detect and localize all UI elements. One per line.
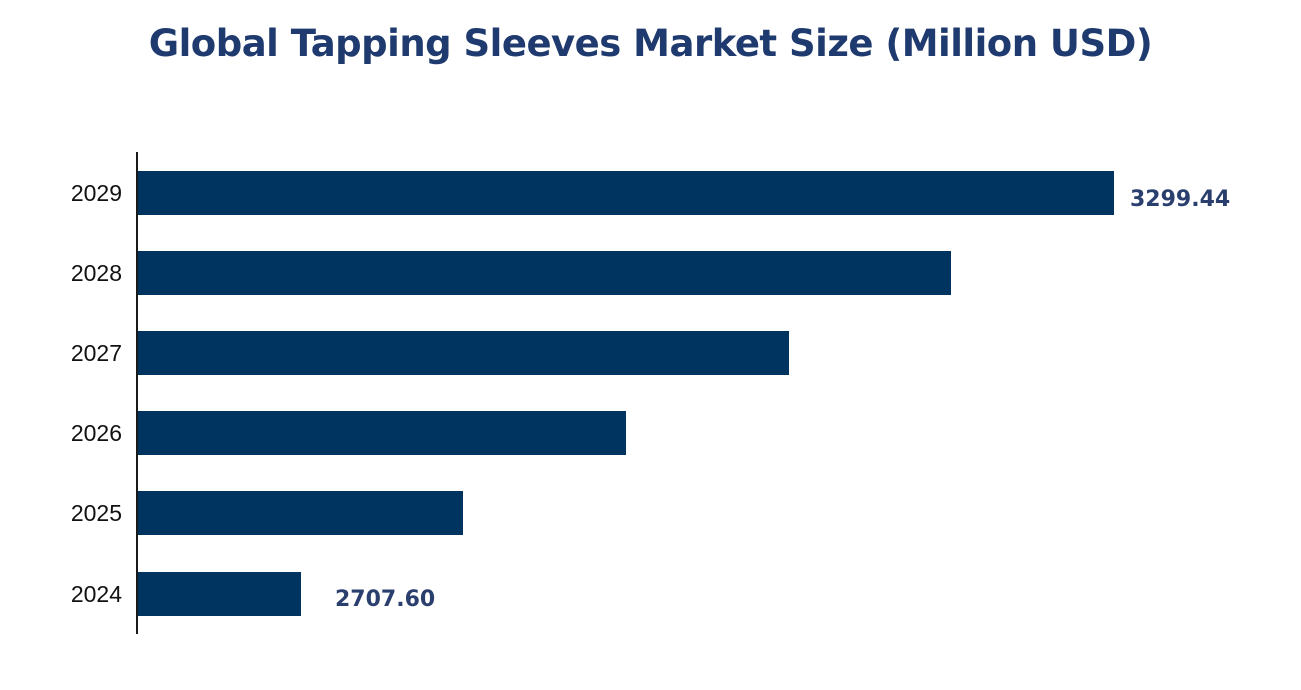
bar bbox=[138, 251, 951, 295]
data-label: 2707.60 bbox=[335, 587, 436, 612]
category-label: 2027 bbox=[70, 340, 122, 366]
chart-title: Global Tapping Sleeves Market Size (Mill… bbox=[148, 22, 1153, 65]
data-label: 3299.44 bbox=[1130, 187, 1231, 212]
bar bbox=[138, 411, 626, 455]
y-axis-line bbox=[136, 152, 138, 634]
category-label: 2028 bbox=[70, 260, 122, 286]
bar bbox=[138, 491, 463, 535]
category-label: 2026 bbox=[70, 420, 122, 446]
category-label: 2024 bbox=[70, 581, 122, 607]
bar bbox=[138, 572, 301, 616]
category-label: 2025 bbox=[70, 500, 122, 526]
category-label: 2029 bbox=[70, 180, 122, 206]
bar bbox=[138, 171, 1114, 215]
bar bbox=[138, 331, 789, 375]
